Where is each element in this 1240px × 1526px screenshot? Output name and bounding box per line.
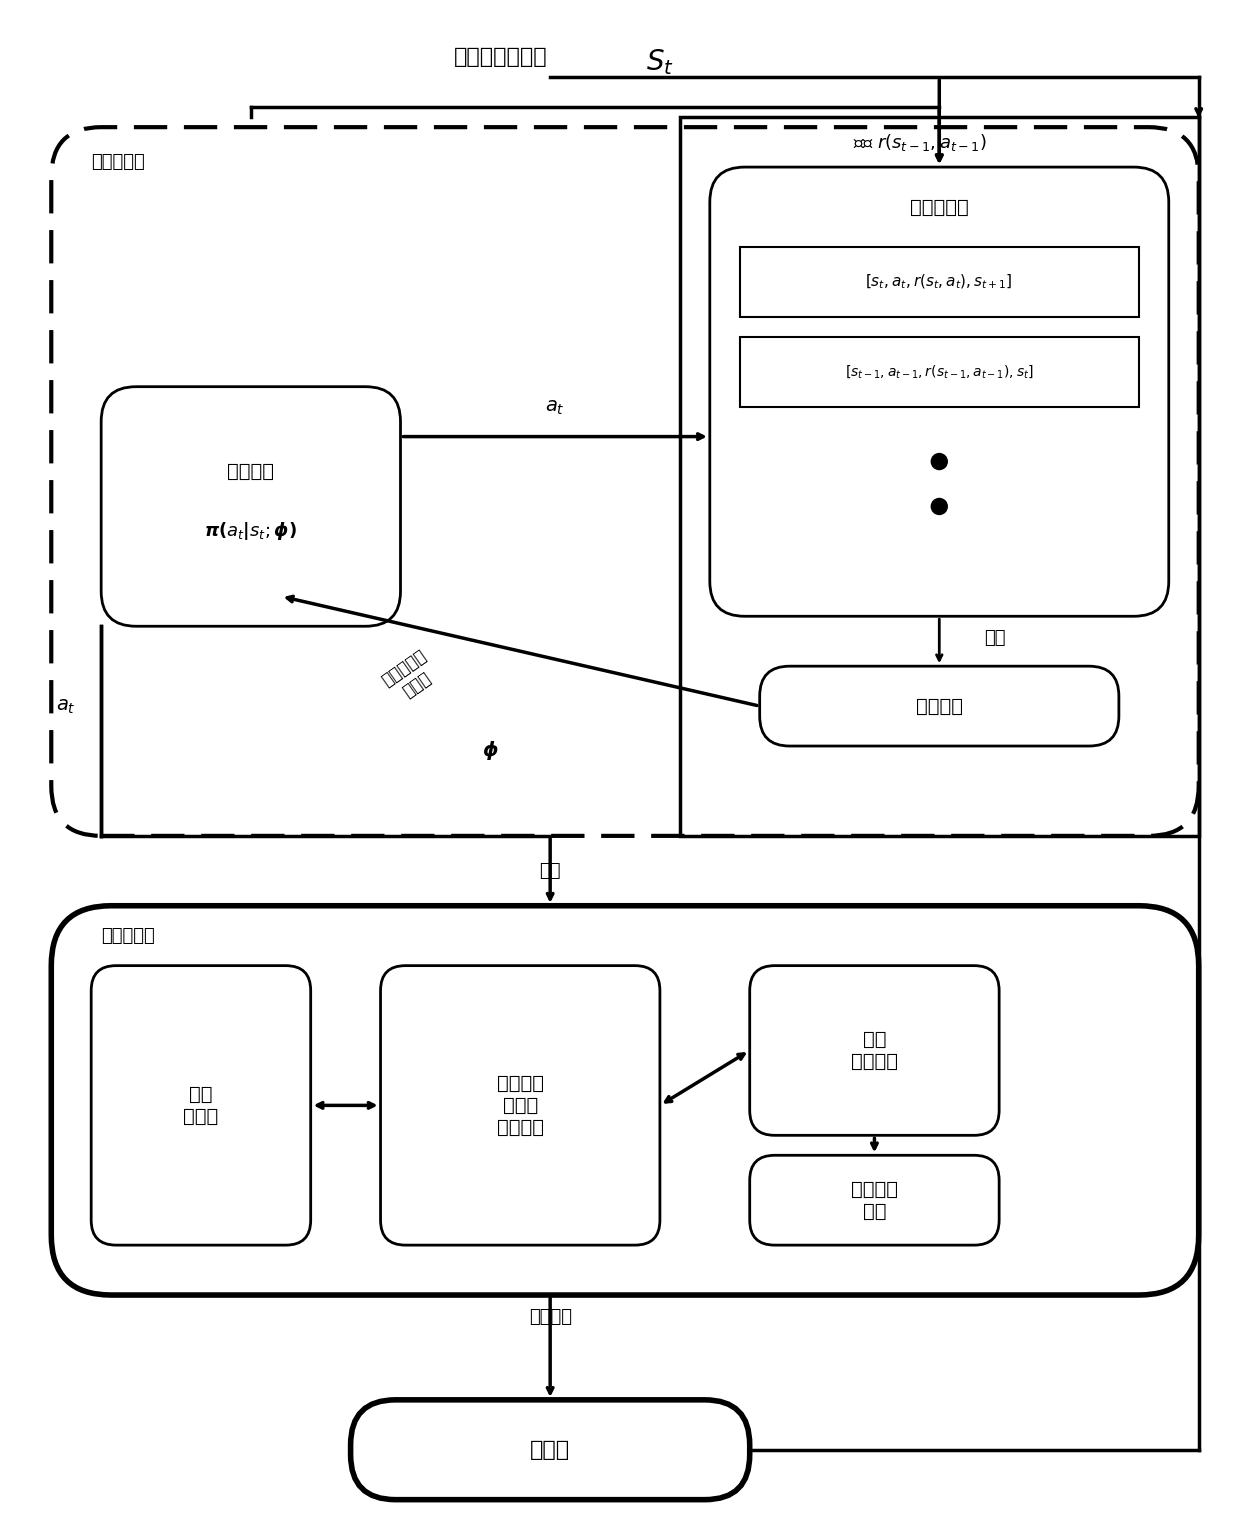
Circle shape [931,453,947,470]
Text: $a_t$: $a_t$ [546,398,565,417]
FancyBboxPatch shape [750,1155,999,1245]
Text: 机器人: 机器人 [529,1439,570,1460]
Text: 脊柱与腿
之间的
协调控制: 脊柱与腿 之间的 协调控制 [497,1074,543,1137]
FancyBboxPatch shape [750,966,999,1135]
Text: 指令: 指令 [539,862,560,881]
Text: 逆运动学
求解: 逆运动学 求解 [851,1180,898,1221]
FancyBboxPatch shape [760,667,1118,746]
Text: 策略网络: 策略网络 [227,462,274,481]
FancyBboxPatch shape [351,1399,750,1500]
Text: 奖励 $r(s_{t-1},a_{t-1})$: 奖励 $r(s_{t-1},a_{t-1})$ [853,131,986,153]
Text: 底层控制器: 底层控制器 [102,926,155,945]
Text: $[s_{t-1},a_{t-1},r(s_{t-1},a_{t-1}),s_t]$: $[s_{t-1},a_{t-1},r(s_{t-1},a_{t-1}),s_t… [844,363,1034,380]
Text: 腿部
轨迹规划: 腿部 轨迹规划 [851,1030,898,1071]
Text: $\boldsymbol{\phi}$: $\boldsymbol{\phi}$ [482,740,498,761]
Text: $[s_t,a_t,r(s_t,a_t),s_{t+1}]$: $[s_t,a_t,r(s_t,a_t),s_{t+1}]$ [866,273,1013,291]
FancyBboxPatch shape [709,166,1169,617]
Bar [740,337,1138,406]
FancyBboxPatch shape [51,906,1199,1296]
FancyBboxPatch shape [381,966,660,1245]
Text: $\boldsymbol{\pi(a_t|s_t;\phi)}$: $\boldsymbol{\pi(a_t|s_t;\phi)}$ [205,520,298,542]
Text: 脊柱
控制器: 脊柱 控制器 [184,1085,218,1126]
Text: 计算梯度: 计算梯度 [916,696,962,716]
Circle shape [931,499,947,514]
Text: 采样: 采样 [985,629,1006,647]
Text: $a_t$: $a_t$ [56,696,76,716]
Text: 上层控制器: 上层控制器 [92,153,145,171]
Bar [740,247,1138,317]
Text: 策略网络参
数更新: 策略网络参 数更新 [379,645,443,707]
Text: 上层控制器状态: 上层控制器状态 [454,47,547,67]
Text: $\boldsymbol{S_t}$: $\boldsymbol{S_t}$ [646,47,673,78]
Text: 舵机位置: 舵机位置 [528,1308,572,1326]
FancyBboxPatch shape [92,966,311,1245]
Bar [680,118,1199,836]
Text: 经验回放池: 经验回放池 [910,197,968,217]
FancyBboxPatch shape [102,386,401,626]
